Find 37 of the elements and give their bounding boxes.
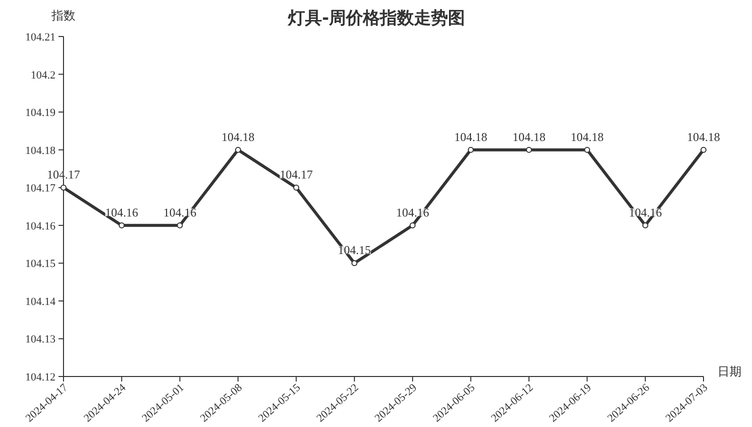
point <box>700 146 706 153</box>
chart-title: 灯具-周价格指数走势图 <box>286 8 466 28</box>
y-tick-label: 104.13 <box>25 334 56 346</box>
y-tick-label: 104.15 <box>25 258 56 270</box>
point <box>410 222 416 228</box>
data-label: 104.17 <box>280 168 313 182</box>
point <box>642 222 648 228</box>
data-label: 104.15 <box>338 243 371 258</box>
data-label: 104.18 <box>454 130 488 144</box>
data-label: 104.18 <box>687 130 720 144</box>
data-label: 104.18 <box>222 130 255 144</box>
y-tick-label: 104.16 <box>25 220 56 232</box>
y-tick-label: 104.2 <box>30 69 56 82</box>
data-label: 104.16 <box>396 205 430 220</box>
point <box>526 146 532 153</box>
data-label: 104.16 <box>628 205 662 220</box>
y-tick-label: 104.21 <box>25 32 56 44</box>
point <box>60 184 66 191</box>
y-tick-label: 104.18 <box>25 144 56 157</box>
y-tick-label: 104.12 <box>25 372 56 384</box>
data-label: 104.16 <box>163 205 196 220</box>
y-tick-label: 104.17 <box>25 182 56 195</box>
point <box>584 146 590 153</box>
y-tick-label: 104.19 <box>25 107 56 120</box>
data-label: 104.16 <box>105 205 138 220</box>
y-axis-title: 指数 <box>50 8 76 22</box>
data-label: 104.17 <box>47 168 80 182</box>
y-tick-label: 104.14 <box>25 296 56 308</box>
point <box>351 260 358 266</box>
data-label: 104.18 <box>512 130 546 144</box>
point <box>118 222 125 228</box>
point <box>235 146 242 153</box>
data-label: 104.18 <box>570 130 604 144</box>
x-axis-title: 日期 <box>718 364 742 378</box>
point <box>468 146 474 153</box>
point <box>293 184 300 191</box>
point <box>176 222 183 228</box>
